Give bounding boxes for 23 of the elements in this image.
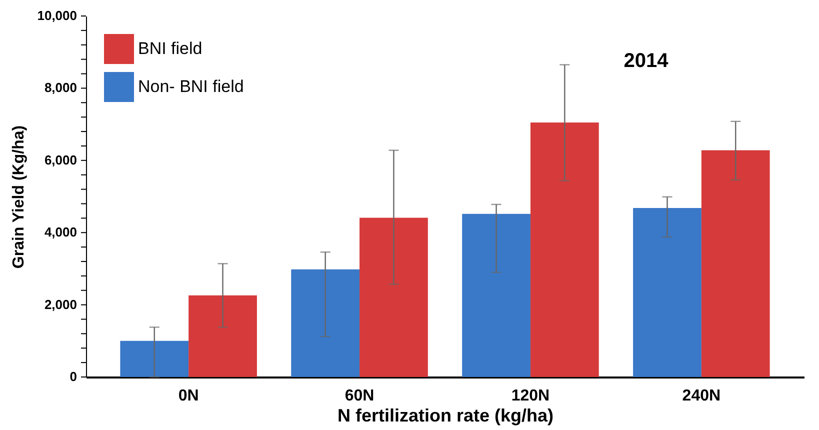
y-tick-label: 0 (70, 369, 77, 384)
bar (633, 208, 702, 377)
legend-label: BNI field (138, 39, 202, 58)
bar (120, 340, 189, 377)
bar (530, 122, 599, 377)
y-tick-label: 10,000 (37, 8, 77, 23)
y-tick-label: 4,000 (44, 224, 77, 240)
legend-label: Non- BNI field (138, 77, 244, 96)
bar (291, 269, 360, 377)
x-tick-label: 240N (682, 388, 721, 404)
annotation: 2014 (624, 50, 670, 72)
x-tick-label: 120N (511, 388, 550, 404)
bar (462, 214, 530, 377)
y-axis-title: Grain Yield (Kg/ha) (10, 125, 28, 269)
bar (701, 150, 770, 377)
y-tick-label: 8,000 (44, 80, 77, 96)
bar (360, 218, 428, 377)
x-tick-label: 60N (344, 388, 374, 404)
y-tick-label: 6,000 (44, 152, 77, 168)
y-tick-label: 2,000 (44, 296, 77, 312)
x-tick-label: 0N (178, 388, 199, 404)
x-axis-title: N fertilization rate (kg/ha) (337, 406, 554, 426)
bar (188, 295, 257, 377)
